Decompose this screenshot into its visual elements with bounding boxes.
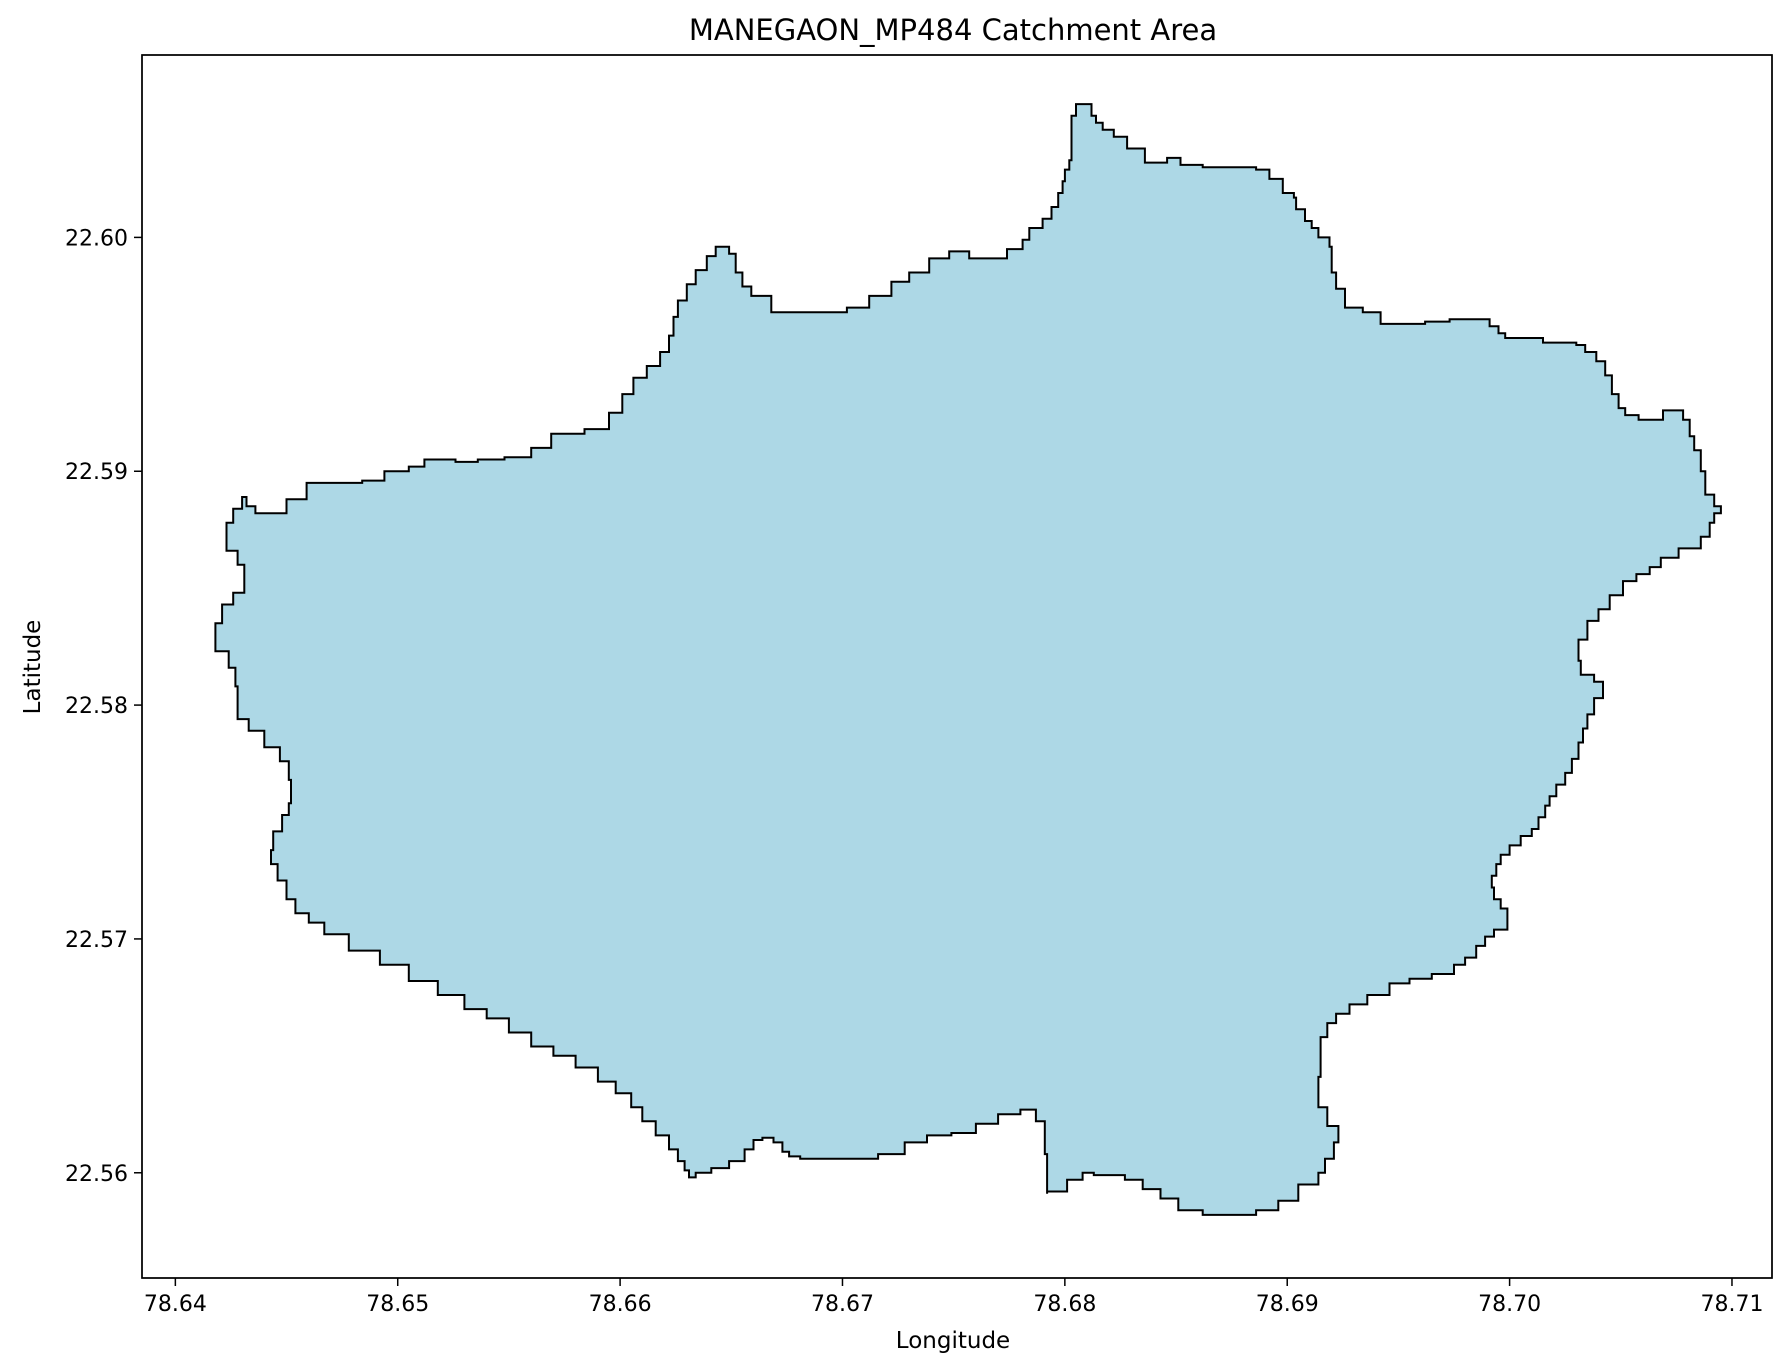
- plot-frame-border: [141, 54, 1773, 1279]
- y-tick-label: 22.60: [65, 226, 128, 251]
- y-tick-label: 22.57: [65, 928, 128, 953]
- y-axis-label: Latitude: [20, 620, 46, 715]
- chart-title: MANEGAON_MP484 Catchment Area: [689, 13, 1217, 47]
- x-tick-label: 78.64: [144, 1292, 207, 1317]
- catchment-polygon: [214, 103, 1722, 1216]
- x-tick-label: 78.70: [1478, 1292, 1541, 1317]
- y-axis: 22.56 22.57 22.58 22.59 22.60: [65, 226, 142, 1187]
- x-tick-label: 78.71: [1700, 1292, 1763, 1317]
- x-tick-label: 78.65: [366, 1292, 429, 1317]
- y-tick-label: 22.58: [65, 694, 128, 719]
- x-axis-label: Longitude: [896, 1328, 1010, 1354]
- plot-area: [141, 54, 1773, 1279]
- x-tick-label: 78.66: [589, 1292, 652, 1317]
- y-tick-label: 22.56: [65, 1162, 128, 1187]
- x-tick-label: 78.69: [1256, 1292, 1319, 1317]
- x-tick-label: 78.67: [811, 1292, 874, 1317]
- y-tick-label: 22.59: [65, 460, 128, 485]
- x-axis: 78.64 78.65 78.66 78.67 78.68 78.69 78.70 78.71: [144, 1278, 1763, 1317]
- x-tick-label: 78.68: [1033, 1292, 1096, 1317]
